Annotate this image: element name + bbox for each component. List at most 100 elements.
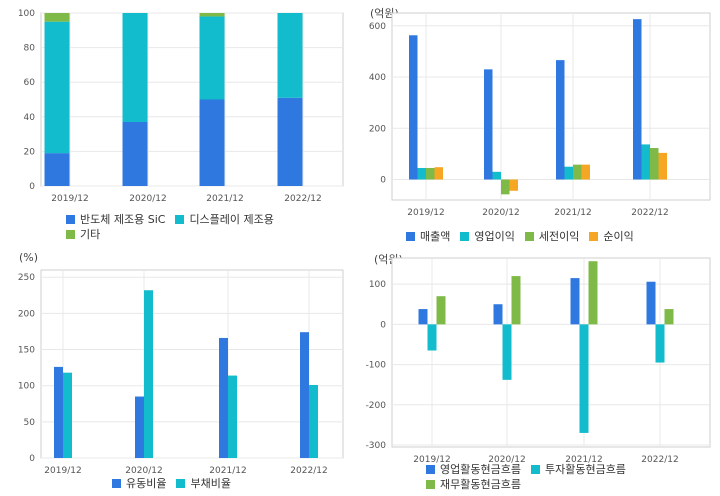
legend-item: 기타 [66,227,100,242]
y-tick-label: -100 [366,361,387,371]
bar [492,171,501,180]
legend-label: 매출액 [420,230,451,243]
chart-panel-income: (억원) 0 200 400 600 2019/12 2020/12 2021/12 2022… [360,0,720,248]
x-tick-label: 2021/12 [554,208,591,218]
bar [63,372,72,458]
y-tick-label: 600 [369,22,386,32]
x-tick-label: 2021/12 [565,455,602,465]
legend-swatch [589,232,599,241]
unit-label-ratios: (%) [19,251,39,264]
x-tick-label: 2022/12 [284,194,321,204]
bar [493,304,503,325]
legend-label: 부채비율 [190,477,231,490]
bar [501,179,510,195]
y-tick-label: 50 [24,418,36,428]
bar [581,164,590,180]
bar [426,167,435,180]
y-tick-label: -300 [366,441,387,451]
y-tick-label: 80 [24,44,36,54]
bar [44,153,70,186]
legend-label: 세전이익 [538,230,580,243]
x-tick-label: 2019/12 [44,466,81,476]
legend-label: 유동비율 [126,477,167,490]
legend-swatch [66,215,75,224]
legend-label: 기타 [80,228,101,241]
y-tick-label: 250 [18,273,35,283]
legend-swatch [112,479,121,488]
plot-frame [40,269,344,459]
chart-composition: 0 20 40 60 80 100 2019/12 2020/12 2021/12 2022/12 [18,9,344,204]
y-tick-label: -200 [366,401,387,411]
legend-label: 영업활동현금흐름 [440,463,521,476]
legend-label: 영업이익 [474,230,515,243]
chart-panel-composition: 0 20 40 60 80 100 2019/12 2020/12 2021/12 2022/12… [0,0,360,248]
bar [135,396,144,458]
y-tick-label: 200 [18,309,35,319]
bar [664,309,674,325]
bar [409,35,418,180]
legend-swatch [524,232,534,241]
bar [54,366,63,458]
legend-swatch [175,215,185,224]
bar [658,152,667,180]
legend-swatch [406,232,415,241]
legend-item: 부채비율 [176,476,231,491]
bar [122,13,148,122]
x-tick-label: 2020/12 [488,455,525,465]
bar [484,69,493,180]
legend-label: 반도체 제조용 SiC [80,213,166,226]
bar [573,164,582,180]
chart-cashflow: -300 -200 -100 0 100 2019/12 2020/12 2021/12 202… [366,257,711,465]
bar [277,97,303,186]
legend-item: 순이익 [589,229,634,244]
legend-item: 영업활동현금흐름 [426,462,521,477]
bar [434,167,443,180]
bar [588,261,598,325]
y-tick-label: 0 [380,320,386,330]
bar [641,144,650,180]
chart-ratios: 0 50 100 150 200 250 2019/12 2020/12 2021/12 2022… [18,269,344,476]
legend-swatch [460,232,470,241]
x-tick-label: 2019/12 [51,194,88,204]
legend-item: 투자활동현금흐름 [530,462,626,477]
y-tick-label: 0 [29,182,35,192]
legend-item: 영업이익 [460,229,515,244]
bar [199,16,225,100]
legend-label: 투자활동현금흐름 [544,463,626,476]
legend-item: 유동비율 [112,476,166,491]
x-tick-label: 2020/12 [482,208,519,218]
bar [579,324,589,433]
bar [277,13,303,98]
legend-swatch [530,465,540,474]
y-tick-label: 0 [380,176,386,186]
legend-ratios: 유동비율 부채비율 [112,476,241,491]
legend-swatch [66,230,75,239]
bar [511,276,521,325]
legend-swatch [426,480,435,489]
chart-panel-cashflow: (억원) -300 -200 -100 0 100 2019/12 2020/12 2021/… [360,248,720,496]
bar [199,13,225,17]
bar [44,21,70,154]
legend-item: 디스플레이 제조용 [175,212,274,227]
y-tick-label: 40 [24,113,36,123]
x-tick-label: 2021/12 [209,466,246,476]
bar [633,19,642,180]
x-tick-label: 2019/12 [407,208,444,218]
bar [650,147,659,180]
bar [219,337,228,458]
x-tick-label: 2019/12 [413,455,450,465]
x-tick-label: 2022/12 [290,466,327,476]
legend-item: 매출액 [406,229,450,244]
bar [418,309,428,325]
bar [122,121,148,186]
y-tick-label: 150 [18,346,35,356]
y-tick-label: 400 [369,73,386,83]
bar [646,281,656,325]
legend-cashflow: 영업활동현금흐름 투자활동현금흐름 재무활동현금흐름 [426,462,636,492]
bar [509,179,518,191]
bar [655,324,665,363]
bar [556,60,565,180]
bar [44,13,70,22]
y-tick-label: 60 [24,78,36,88]
